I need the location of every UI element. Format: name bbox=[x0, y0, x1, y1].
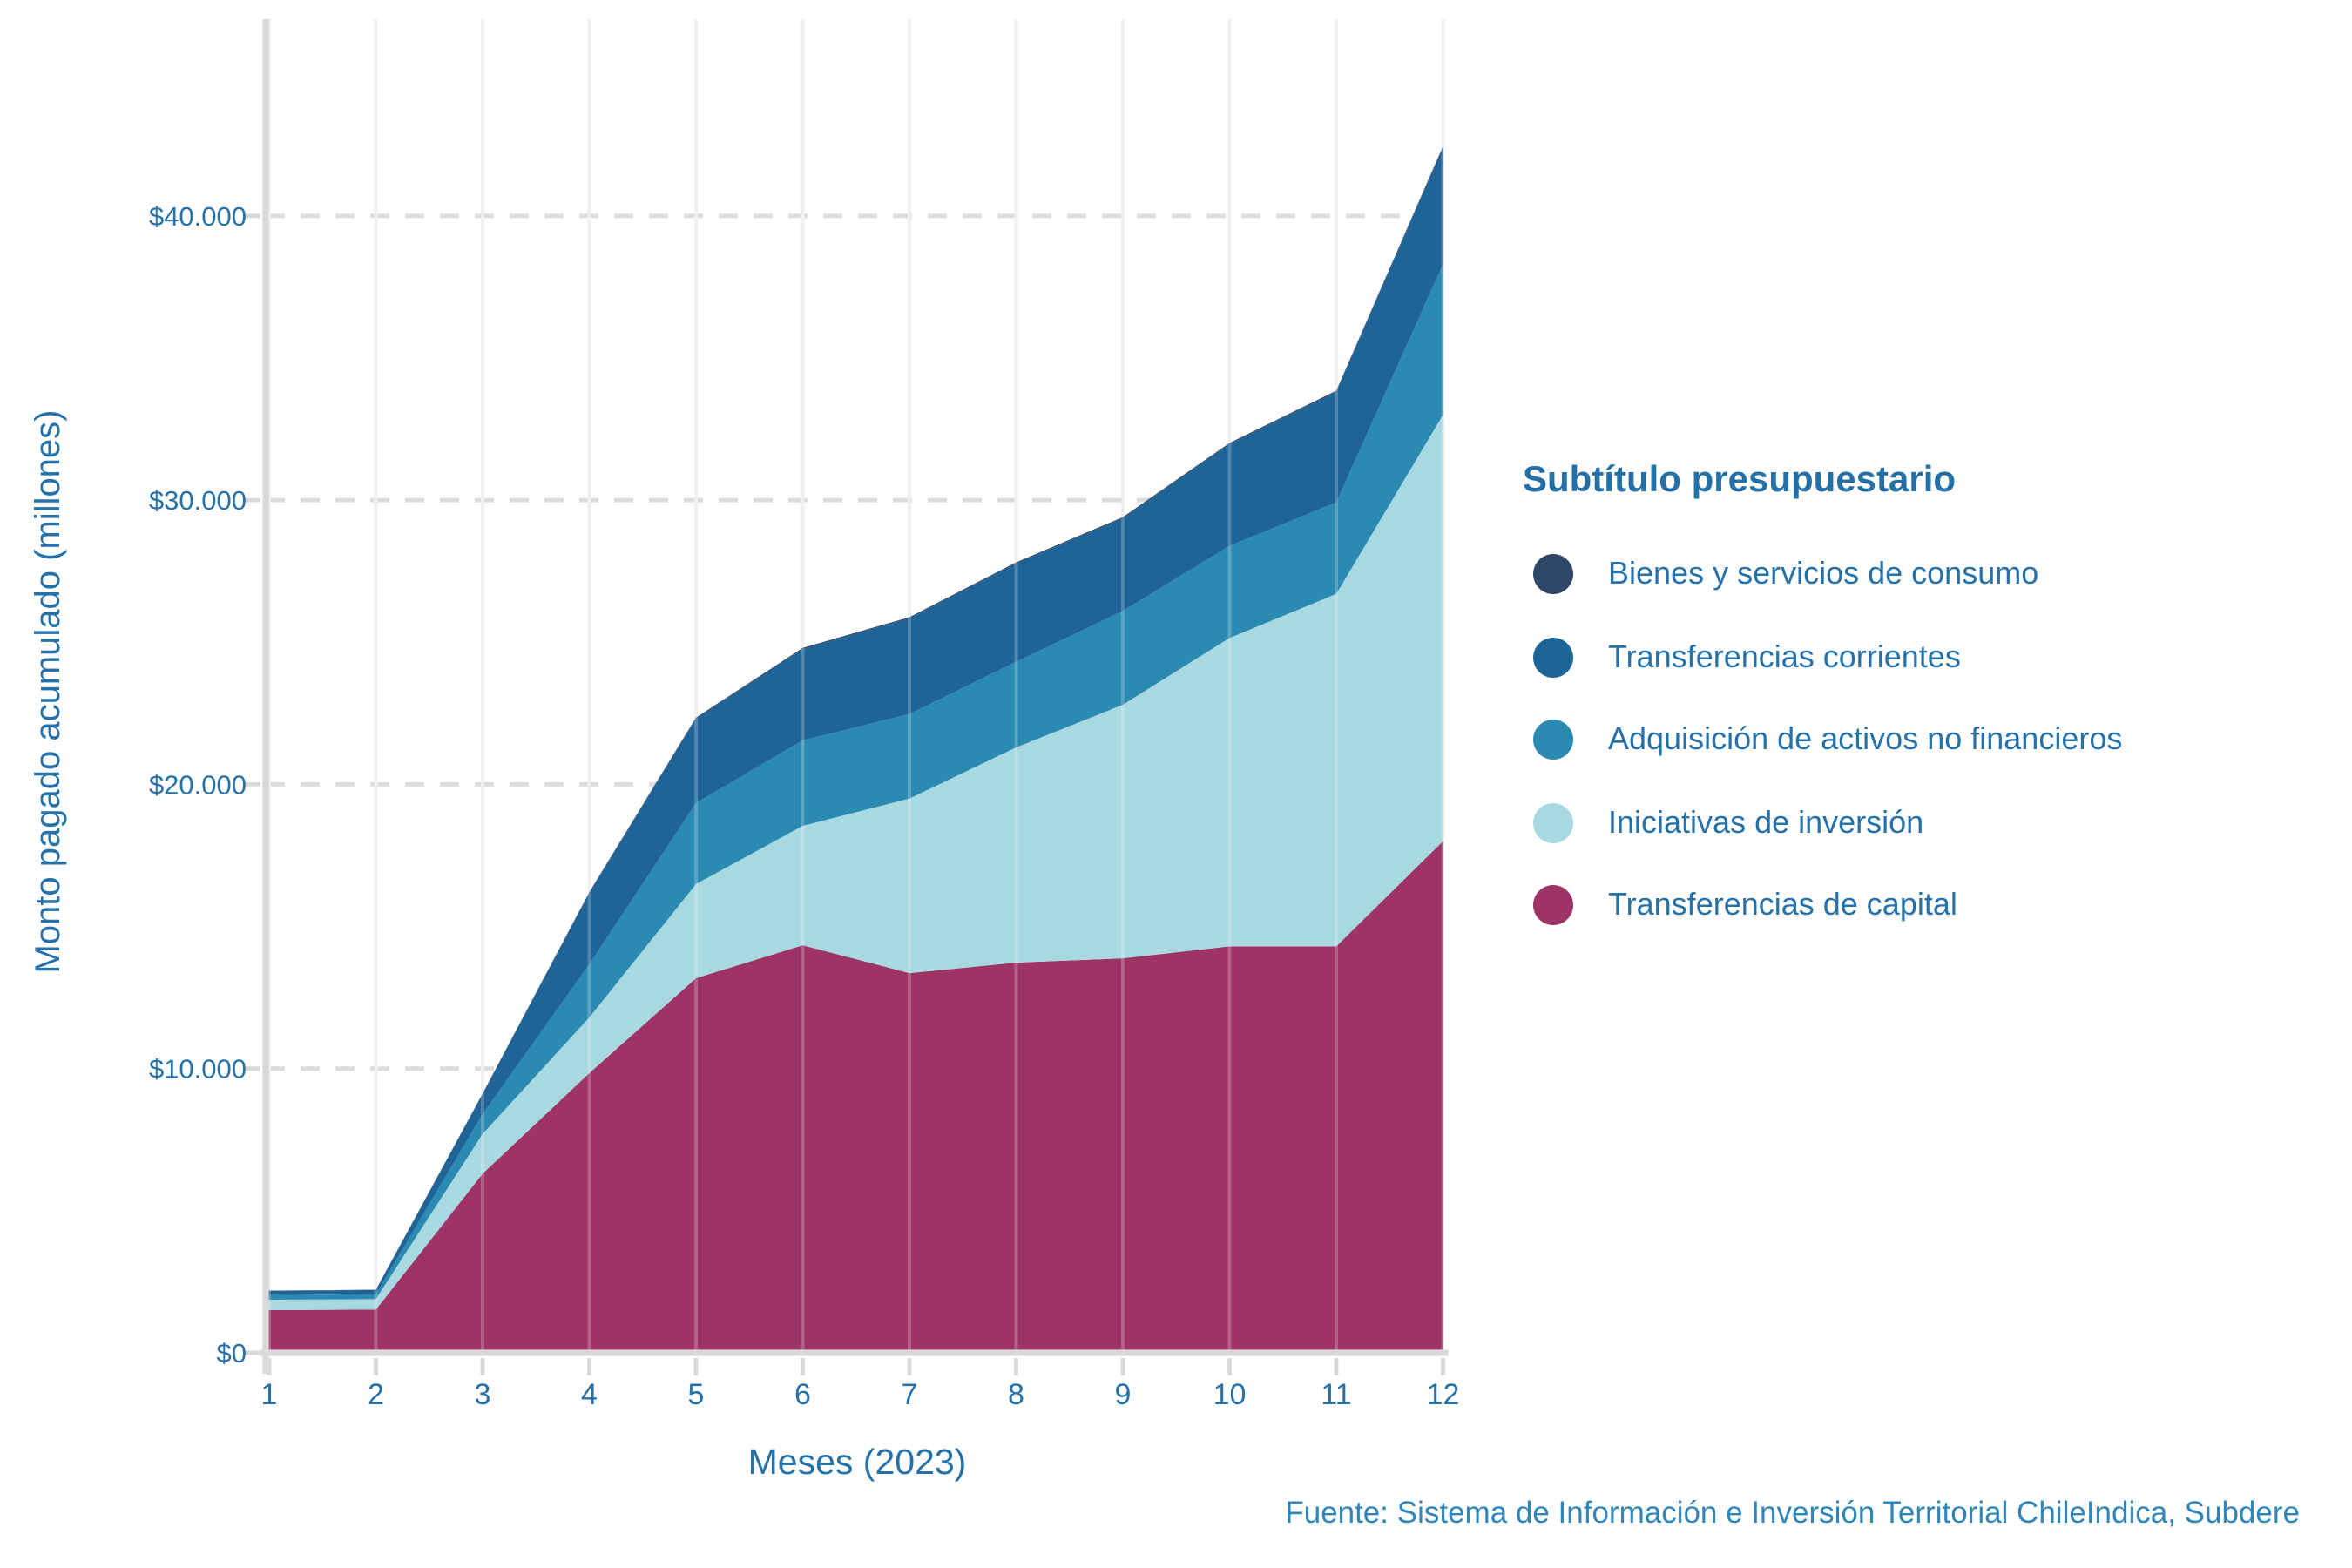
legend-title: Subtítulo presupuestario bbox=[1523, 460, 1957, 500]
x-axis-title: Meses (2023) bbox=[747, 1443, 967, 1483]
x-tick-label: 1 bbox=[261, 1378, 278, 1411]
x-tick-label: 12 bbox=[1427, 1378, 1460, 1411]
x-tick-label: 4 bbox=[581, 1378, 598, 1411]
y-tick-label: $0 bbox=[217, 1338, 247, 1369]
area-band-iniciativas-de-inversi-n bbox=[266, 415, 1443, 1311]
legend-item: Adquisición de activos no financieros bbox=[1523, 699, 2289, 781]
source-attribution: Fuente: Sistema de Información e Inversi… bbox=[1285, 1495, 2300, 1530]
x-tick-label: 7 bbox=[902, 1378, 918, 1411]
x-tick-label: 11 bbox=[1321, 1378, 1351, 1411]
legend-item: Bienes y servicios de consumo bbox=[1523, 533, 2289, 616]
legend-item: Iniciativas de inversión bbox=[1523, 781, 2289, 864]
legend: Subtítulo presupuestario Bienes y servic… bbox=[1523, 460, 2289, 947]
legend-swatch-icon bbox=[1533, 720, 1573, 760]
y-tick-label: $40.000 bbox=[149, 201, 247, 232]
legend-swatch-icon bbox=[1533, 885, 1573, 926]
legend-items: Bienes y servicios de consumo Transferenc… bbox=[1523, 533, 2289, 947]
legend-item: Transferencias corrientes bbox=[1523, 616, 2289, 699]
legend-label: Transferencias de capital bbox=[1608, 887, 1957, 923]
x-tick-label: 3 bbox=[475, 1378, 491, 1411]
x-tick-label: 8 bbox=[1008, 1378, 1024, 1411]
x-tick-label: 10 bbox=[1213, 1378, 1247, 1411]
area-band-transferencias-de-capital bbox=[266, 841, 1443, 1353]
x-tick-label: 6 bbox=[794, 1378, 811, 1411]
legend-label: Transferencias corrientes bbox=[1608, 639, 1961, 674]
legend-label: Adquisición de activos no financieros bbox=[1608, 721, 2123, 757]
area-band-transferencias-corrientes bbox=[266, 147, 1443, 1295]
x-tick-label: 2 bbox=[368, 1378, 384, 1411]
y-axis-title: Monto pagado acumulado (millones) bbox=[30, 409, 68, 974]
legend-swatch-icon bbox=[1533, 637, 1573, 678]
legend-label: Iniciativas de inversión bbox=[1608, 804, 1924, 840]
legend-swatch-icon bbox=[1533, 554, 1573, 595]
legend-swatch-icon bbox=[1533, 802, 1573, 843]
x-tick-label: 9 bbox=[1115, 1378, 1132, 1411]
y-tick-label: $30.000 bbox=[149, 485, 247, 516]
x-tick-label: 5 bbox=[688, 1378, 705, 1411]
area-band-adquisici-n-de-activos-no-financieros bbox=[266, 264, 1443, 1300]
y-tick-label: $10.000 bbox=[149, 1054, 247, 1085]
y-tick-label: $20.000 bbox=[149, 769, 247, 800]
legend-label: Bienes y servicios de consumo bbox=[1608, 556, 2039, 591]
legend-item: Transferencias de capital bbox=[1523, 864, 2289, 947]
